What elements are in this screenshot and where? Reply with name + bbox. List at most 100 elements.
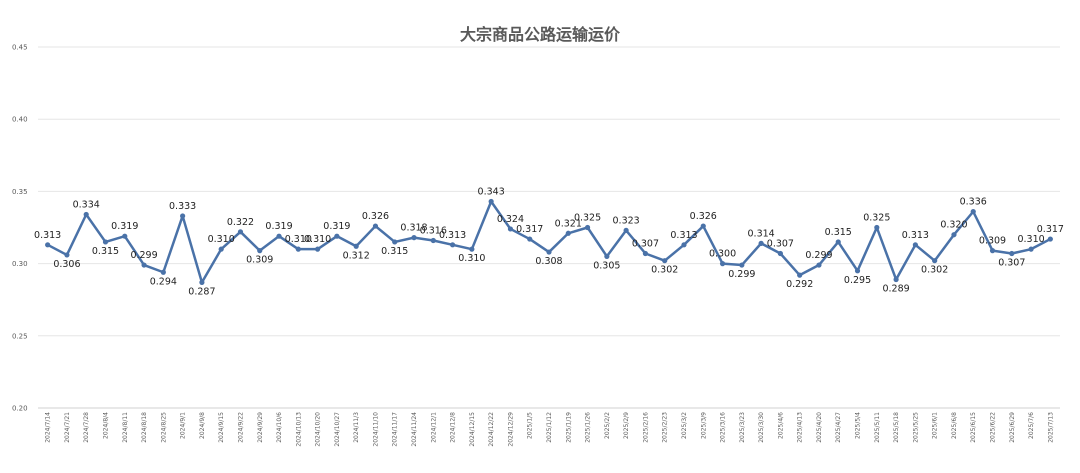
x-tick-label: 2025/6/8	[951, 412, 958, 439]
x-tick-label: 2025/2/2	[604, 412, 611, 439]
data-point	[315, 246, 321, 252]
data-label: 0.292	[786, 279, 813, 290]
data-point	[449, 242, 456, 248]
data-label: 0.310	[458, 253, 485, 264]
x-tick-label: 2024/10/20	[315, 412, 322, 447]
data-label: 0.307	[632, 238, 659, 249]
data-point	[854, 268, 861, 274]
x-tick-label: 2024/11/24	[411, 412, 418, 447]
series-line	[47, 200, 1051, 284]
data-point	[141, 262, 147, 268]
data-label: 0.323	[613, 215, 640, 226]
data-label: 0.309	[979, 236, 1006, 247]
x-tick-label: 2025/6/15	[970, 412, 977, 443]
y-axis-ticks: 0.20 0.25 0.30 0.35 0.40 0.45	[12, 44, 28, 413]
x-tick-label: 2024/12/15	[469, 412, 476, 447]
x-tick-label: 2024/8/25	[160, 412, 167, 443]
data-label: 0.319	[265, 221, 292, 232]
x-tick-label: 2024/11/3	[353, 412, 360, 443]
data-label: 0.321	[555, 218, 582, 229]
data-label: 0.318	[400, 223, 427, 234]
x-tick-label: 2025/6/29	[1009, 412, 1016, 443]
data-point	[276, 233, 282, 239]
x-tick-label: 2025/3/2	[681, 412, 688, 439]
data-label: 0.310	[1017, 234, 1044, 245]
data-label: 0.313	[902, 230, 929, 241]
data-label: 0.326	[690, 211, 717, 222]
data-point	[160, 269, 166, 275]
x-tick-label: 2024/10/6	[276, 412, 283, 443]
data-point	[970, 209, 976, 215]
x-tick-label: 2025/4/27	[835, 412, 842, 443]
data-label: 0.312	[343, 250, 370, 261]
data-label: 0.333	[169, 201, 196, 212]
data-label: 0.326	[362, 211, 389, 222]
data-label: 0.310	[304, 234, 331, 245]
x-tick-label: 2025/5/25	[912, 412, 919, 443]
data-label: 0.343	[478, 187, 505, 198]
data-point	[777, 250, 783, 257]
data-label: 0.316	[420, 225, 447, 236]
data-label: 0.315	[92, 246, 119, 257]
data-label: 0.334	[73, 200, 100, 211]
x-tick-label: 2024/10/27	[334, 412, 341, 447]
y-tick-label: 0.30	[12, 260, 28, 268]
data-point	[83, 211, 89, 218]
data-point	[430, 237, 436, 244]
data-label: 0.319	[323, 221, 350, 232]
data-label: 0.306	[53, 259, 80, 270]
x-tick-label: 2024/9/15	[218, 412, 225, 443]
data-point	[1009, 250, 1015, 257]
data-point	[797, 272, 803, 278]
x-tick-label: 2025/5/4	[855, 412, 862, 439]
x-tick-label: 2025/4/20	[816, 412, 823, 443]
data-label: 0.315	[825, 227, 852, 238]
x-tick-label: 2025/2/9	[623, 412, 630, 439]
x-tick-label: 2024/7/14	[45, 412, 52, 443]
data-point	[951, 232, 957, 238]
x-tick-label: 2025/1/12	[546, 412, 553, 443]
gridlines	[38, 46, 1060, 409]
data-point	[257, 248, 263, 254]
y-tick-label: 0.20	[12, 405, 28, 413]
data-point	[1047, 236, 1053, 242]
data-label: 0.315	[381, 246, 408, 257]
data-point	[527, 236, 533, 242]
data-point	[199, 279, 205, 285]
data-label: 0.317	[1037, 224, 1064, 235]
data-point	[739, 262, 745, 268]
data-point	[584, 224, 591, 231]
x-tick-label: 2025/7/6	[1028, 412, 1035, 439]
x-tick-label: 2025/2/23	[662, 412, 669, 443]
x-tick-label: 2025/3/30	[758, 412, 765, 443]
data-label: 0.294	[150, 276, 177, 287]
data-point	[295, 246, 301, 252]
x-tick-label: 2025/3/16	[720, 412, 727, 443]
data-label: 0.295	[844, 275, 871, 286]
data-label: 0.324	[497, 214, 524, 225]
x-tick-label: 2024/9/1	[180, 412, 187, 439]
data-point	[662, 258, 668, 264]
data-point	[681, 242, 687, 248]
data-point	[237, 229, 244, 235]
data-label: 0.317	[516, 224, 543, 235]
data-point	[719, 261, 726, 267]
x-tick-label: 2024/12/1	[430, 412, 437, 443]
data-label: 0.319	[111, 221, 138, 232]
data-label: 0.300	[709, 249, 736, 260]
x-tick-label: 2025/6/22	[990, 412, 997, 443]
data-point	[102, 239, 109, 245]
x-tick-label: 2025/4/6	[777, 412, 784, 439]
data-label: 0.309	[246, 255, 273, 266]
x-tick-label: 2025/1/19	[565, 412, 572, 443]
x-tick-label: 2024/9/29	[257, 412, 264, 443]
x-tick-label: 2025/2/16	[642, 412, 649, 443]
data-label: 0.307	[767, 238, 794, 249]
data-label: 0.299	[130, 250, 157, 261]
data-label: 0.307	[998, 257, 1025, 268]
x-tick-label: 2024/12/8	[450, 412, 457, 443]
x-tick-label: 2024/7/21	[64, 412, 71, 443]
data-label: 0.289	[882, 283, 909, 294]
x-tick-label: 2024/8/11	[122, 412, 129, 443]
